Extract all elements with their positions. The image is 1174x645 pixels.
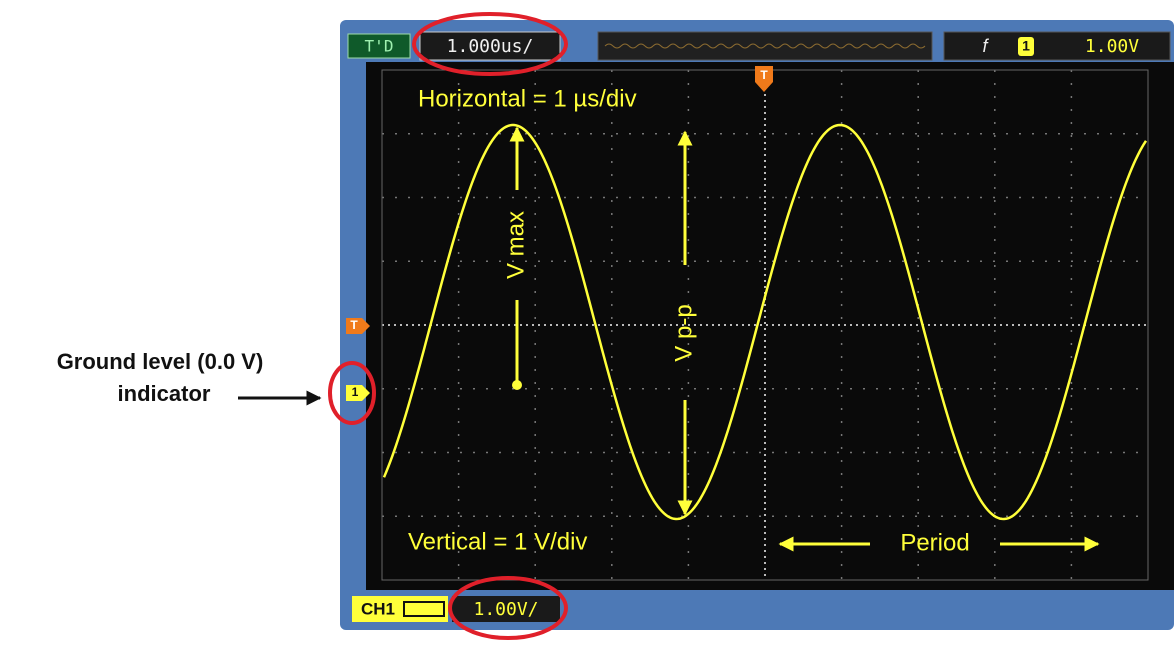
volts-per-div: 1.00V/	[473, 599, 538, 620]
vmax-label: V max	[502, 211, 529, 279]
mode: T'D	[365, 37, 394, 56]
trigger-level: 1.00V	[1085, 36, 1139, 57]
channel: CH1	[361, 599, 395, 618]
trigger-top-label: T	[760, 68, 768, 82]
vpp-label: V p-p	[670, 304, 697, 361]
trigger-side-label: T	[350, 318, 358, 332]
screen	[366, 62, 1174, 590]
period-label: Period	[900, 529, 969, 556]
timebase: 1.000us/	[447, 36, 534, 57]
oscilloscope-figure: T'D 1.000us/ f 1 1.00V T T 1 V max V p-p…	[0, 0, 1174, 640]
side-label-line1: Ground level (0.0 V)	[57, 349, 264, 374]
ground-label: 1	[352, 385, 359, 399]
vmax-dot	[512, 380, 522, 390]
horizontal-label: Horizontal = 1 µs/div	[418, 85, 637, 112]
side-label-line2: indicator	[118, 381, 211, 406]
vertical-label: Vertical = 1 V/div	[408, 528, 587, 555]
trigger-channel: 1	[1022, 38, 1030, 54]
